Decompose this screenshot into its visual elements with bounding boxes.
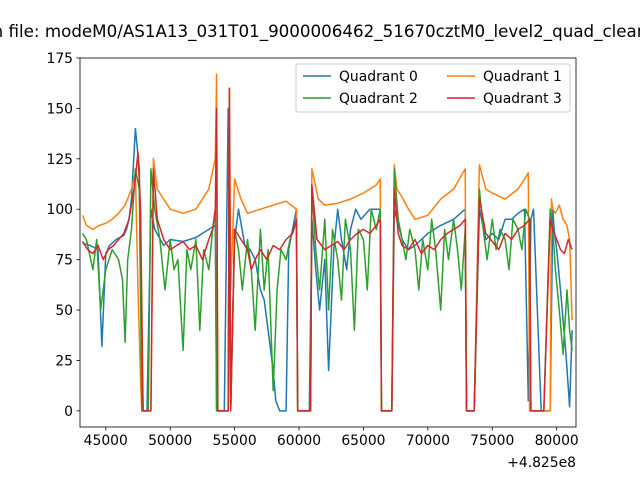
y-tick-label-0: 0 xyxy=(64,404,73,420)
chart-title: n file: modeM0/AS1A13_031T01_9000006462_… xyxy=(0,21,640,42)
legend-label-1: Quadrant 1 xyxy=(483,69,562,85)
y-tick-label-5: 125 xyxy=(46,152,73,168)
y-tick-label-7: 175 xyxy=(46,51,73,67)
x-tick-label-0: 45000 xyxy=(84,433,128,449)
legend: Quadrant 0 Quadrant 1 Quadrant 2 Quadrant 3 xyxy=(295,63,571,113)
legend-label-2: Quadrant 2 xyxy=(339,91,418,107)
x-tick-label-7: 80000 xyxy=(535,433,579,449)
legend-label-0: Quadrant 0 xyxy=(339,69,418,85)
x-tick-label-1: 50000 xyxy=(148,433,192,449)
legend-frame xyxy=(295,63,571,113)
x-tick-label-4: 65000 xyxy=(341,433,385,449)
legend-label-3: Quadrant 3 xyxy=(483,91,562,107)
series-layer xyxy=(81,73,573,412)
x-offset-label: +4.825e8 xyxy=(507,455,576,471)
plot-area: 45000 50000 55000 60000 65000 70000 75000 80000… xyxy=(46,51,578,471)
series-line-2 xyxy=(81,127,573,412)
y-tick-label-4: 100 xyxy=(46,202,73,218)
y-tick-label-2: 50 xyxy=(55,303,73,319)
series-line-0 xyxy=(82,107,573,412)
y-axis: 0 25 50 75 100 125 150 175 xyxy=(46,51,80,420)
x-axis: 45000 50000 55000 60000 65000 70000 75000 80000 xyxy=(84,427,579,449)
plot-frame xyxy=(79,57,577,428)
series-line-3 xyxy=(81,87,573,412)
x-tick-label-3: 60000 xyxy=(277,433,321,449)
x-tick-label-6: 75000 xyxy=(470,433,514,449)
y-tick-label-3: 75 xyxy=(55,253,73,269)
x-tick-label-5: 70000 xyxy=(406,433,450,449)
y-tick-label-6: 150 xyxy=(46,101,73,117)
x-tick-label-2: 55000 xyxy=(212,433,256,449)
y-tick-label-1: 25 xyxy=(55,353,73,369)
